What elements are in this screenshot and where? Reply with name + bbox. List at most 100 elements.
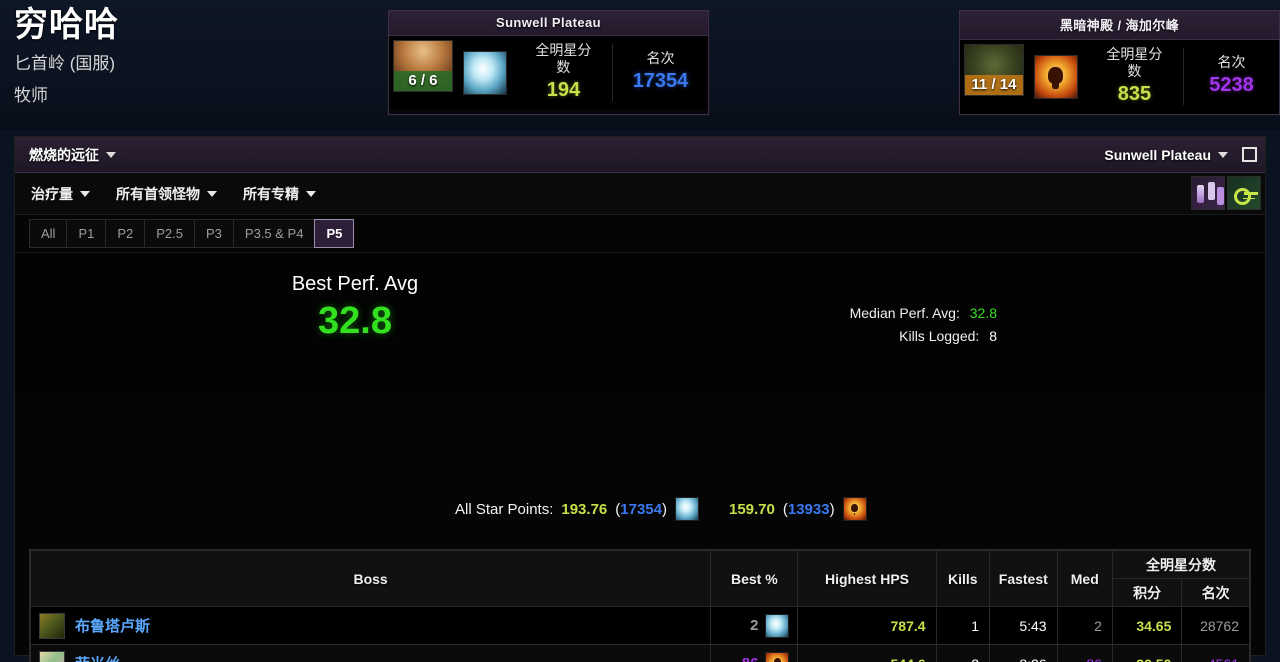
chevron-down-icon	[106, 151, 116, 158]
best-pct-value: 2	[750, 617, 759, 634]
spirit-icon	[765, 613, 790, 638]
allstar-score-value: 835	[1117, 82, 1152, 105]
median-stats-block: Median Perf. Avg: 32.8 Kills Logged: 8	[850, 305, 997, 351]
raid-card-sunwell[interactable]: Sunwell Plateau 6 / 6 全明星分数 194 名次 173	[388, 10, 709, 115]
chevron-down-icon	[207, 190, 217, 197]
all-star-points-value-1: 193.76	[561, 500, 608, 518]
tab-p25[interactable]: P2.5	[144, 218, 195, 249]
expansion-dropdown-label: 燃烧的远征	[29, 146, 99, 163]
cell-boss: 菲米丝	[29, 644, 712, 662]
all-star-points-value-2: 159.70	[728, 500, 775, 518]
cell-allstar-points: 90.50	[1111, 644, 1183, 662]
header-allstar-points[interactable]: 积分	[1111, 578, 1183, 607]
panel-header: 燃烧的远征 Sunwell Plateau	[15, 137, 1265, 173]
kills-logged-value: 8	[989, 328, 997, 344]
skull-icon	[1033, 54, 1078, 99]
filter-metric-label: 治疗量	[31, 185, 73, 202]
cell-fastest: 8:26	[989, 644, 1058, 662]
all-star-rank-wrap-2: (13933)	[782, 500, 835, 518]
filter-spec[interactable]: 所有专精	[243, 184, 316, 204]
cell-allstar-rank: 4561	[1181, 644, 1250, 662]
header-fastest[interactable]: Fastest	[989, 550, 1058, 607]
filter-boss[interactable]: 所有首领怪物	[116, 184, 217, 204]
header-allstar-rank[interactable]: 名次	[1181, 578, 1250, 607]
tab-p3[interactable]: P3	[194, 218, 233, 249]
all-star-rank-wrap-1: (17354)	[615, 500, 667, 518]
table-header-row: Boss Best % Highest HPS Kills Fastest Me…	[29, 550, 1251, 607]
cell-highest-hps: 787.4	[797, 606, 937, 645]
all-star-points-label: All Star Points:	[455, 500, 554, 518]
all-star-rank-value-1: 17354	[620, 500, 662, 518]
maximize-icon[interactable]	[1242, 147, 1257, 162]
performance-summary: Best Perf. Avg 32.8 Median Perf. Avg: 32…	[15, 253, 1265, 393]
best-pct-value: 86	[742, 655, 759, 662]
header-highest-hps[interactable]: Highest HPS	[797, 550, 937, 607]
allstar-score-col: 全明星分数 194	[515, 36, 612, 110]
cell-allstar-rank: 28762	[1181, 606, 1250, 645]
phase-tabs: All P1 P2 P2.5 P3 P3.5 & P4 P5	[15, 215, 1265, 253]
allstar-rank-value: 17354	[632, 70, 689, 93]
best-perf-label: Best Perf. Avg	[291, 273, 419, 295]
boss-name-link[interactable]: 菲米丝	[75, 653, 120, 662]
median-perf-label: Median Perf. Avg:	[849, 305, 960, 321]
kills-logged-label: Kills Logged:	[899, 328, 980, 344]
skull-icon	[842, 497, 867, 521]
cell-fastest: 5:43	[989, 606, 1058, 645]
cell-kills: 1	[935, 606, 991, 645]
header-med[interactable]: Med	[1056, 550, 1113, 607]
allstar-rank-label: 名次	[646, 50, 675, 67]
tab-p2[interactable]: P2	[105, 218, 145, 249]
header-best-pct[interactable]: Best %	[710, 550, 799, 607]
raid-card-black-temple[interactable]: 黑暗神殿 / 海加尔峰 11 / 14 全明星分数 835 名次 5238	[959, 10, 1280, 115]
key-icon[interactable]	[1227, 176, 1261, 210]
cell-best-pct: 86	[710, 644, 799, 662]
allstar-score-label: 全明星分数	[535, 42, 592, 75]
character-name: 穷哈哈	[14, 6, 119, 44]
raid-card-title: 黑暗神殿 / 海加尔峰	[960, 11, 1279, 40]
header-allstar-group: 全明星分数	[1111, 550, 1251, 579]
boss-portrait-icon	[39, 612, 65, 639]
tab-all[interactable]: All	[29, 218, 67, 249]
allstar-score-label: 全明星分数	[1106, 46, 1163, 79]
character-banner: 穷哈哈 匕首岭 (国服) 牧师 Sunwell Plateau 6 / 6 全明…	[0, 0, 1280, 130]
raid-progress-cards: Sunwell Plateau 6 / 6 全明星分数 194 名次 173	[388, 10, 1280, 115]
potions-icon[interactable]	[1191, 176, 1225, 210]
filter-metric[interactable]: 治疗量	[31, 184, 90, 204]
header-boss[interactable]: Boss	[29, 550, 712, 607]
allstar-rank-col: 名次 17354	[612, 44, 708, 102]
tab-p5[interactable]: P5	[314, 218, 355, 249]
character-info: 穷哈哈 匕首岭 (国服) 牧师	[0, 0, 370, 106]
best-perf-value: 32.8	[318, 300, 392, 342]
raid-progress-label: 11 / 14	[965, 75, 1023, 95]
raid-progress-label: 6 / 6	[394, 71, 452, 91]
expansion-dropdown[interactable]: 燃烧的远征	[29, 145, 116, 165]
raid-dropdown-label: Sunwell Plateau	[1104, 146, 1211, 163]
tab-p35-p4[interactable]: P3.5 & P4	[232, 218, 315, 249]
cell-med: 2	[1056, 606, 1113, 645]
table-row[interactable]: 布鲁塔卢斯 2 787.4 1 5:43 2	[29, 606, 1250, 645]
header-kills[interactable]: Kills	[935, 550, 991, 607]
all-star-points-row: All Star Points: 193.76 (17354) 159.70 (…	[455, 497, 867, 521]
filter-bar: 治疗量 所有首领怪物 所有专精	[15, 173, 1265, 215]
allstar-score-col: 全明星分数 835	[1086, 40, 1183, 114]
filter-spec-label: 所有专精	[243, 185, 299, 202]
raid-card-title: Sunwell Plateau	[389, 11, 708, 36]
allstar-score-value: 194	[546, 78, 581, 101]
allstar-rank-value: 5238	[1209, 74, 1254, 97]
cell-best-pct: 2	[710, 606, 799, 645]
allstar-rank-col: 名次 5238	[1183, 48, 1279, 106]
spirit-icon	[674, 497, 699, 521]
raid-dropdown[interactable]: Sunwell Plateau	[1104, 147, 1228, 163]
median-perf-value: 32.8	[969, 305, 997, 321]
cell-med: 86	[1056, 644, 1113, 662]
spirit-icon	[462, 50, 507, 95]
boss-name-link[interactable]: 布鲁塔卢斯	[75, 618, 151, 635]
rankings-panel: 燃烧的远征 Sunwell Plateau 治疗量 所有首领怪物 所	[14, 136, 1266, 662]
table-row[interactable]: 菲米丝 86 544.6 2 8:26 86	[29, 644, 1250, 662]
tab-p1[interactable]: P1	[66, 218, 106, 249]
median-perf-row: Median Perf. Avg: 32.8	[850, 305, 997, 321]
character-class: 牧师	[14, 86, 48, 106]
cell-allstar-points: 34.65	[1111, 606, 1183, 645]
raid-thumbnail: 11 / 14	[964, 44, 1024, 96]
